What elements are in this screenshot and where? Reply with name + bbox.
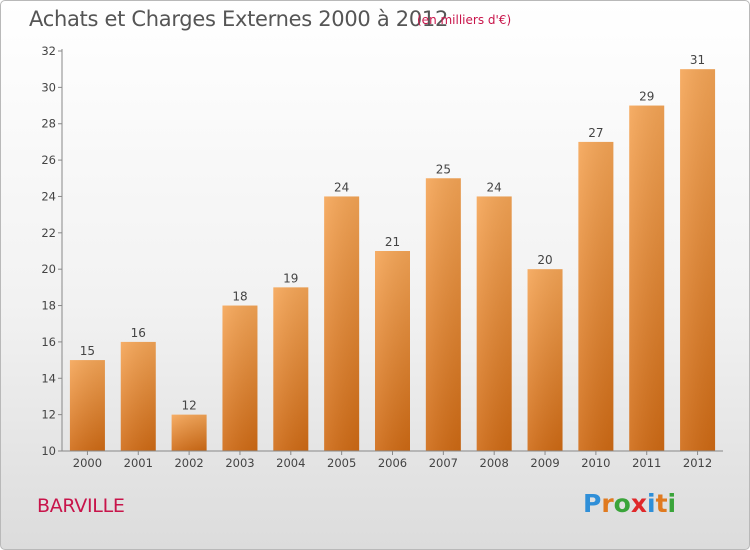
chart-subtitle: (en milliers d'€) (417, 13, 512, 27)
logo-letter: r (601, 489, 614, 518)
y-tick-label: 18 (41, 299, 56, 313)
x-tick-label: 2005 (327, 456, 356, 470)
location-label: BARVILLE (37, 495, 125, 517)
bar-value-label: 31 (690, 53, 705, 67)
logo-letter: P (583, 489, 602, 518)
bar-value-label: 29 (639, 90, 654, 104)
y-tick-label: 24 (41, 189, 56, 203)
bar-value-label: 27 (588, 126, 603, 140)
bar-shade (476, 196, 512, 451)
y-tick-label: 30 (41, 80, 56, 94)
logo-letter: t (655, 489, 668, 518)
x-tick-label: 2009 (530, 456, 559, 470)
x-tick-label: 2003 (225, 456, 254, 470)
bars-group: 15 16 12 18 19 24 21 25 24 20 27 29 31 (69, 53, 716, 452)
bar-value-label: 19 (283, 271, 298, 285)
bar-value-label: 21 (385, 235, 400, 249)
bar-shade (324, 196, 360, 451)
x-tick-label: 2006 (378, 456, 407, 470)
bar-shade (69, 360, 105, 451)
bar-value-label: 12 (181, 399, 196, 413)
bar-shade (375, 251, 410, 451)
x-tick-label: 2000 (73, 456, 102, 470)
logo-letter: i (647, 489, 656, 518)
x-tick-label: 2011 (632, 456, 661, 470)
bar-value-label: 25 (436, 162, 451, 176)
y-tick-label: 12 (41, 408, 56, 422)
y-tick-label: 32 (41, 44, 56, 58)
logo-letter: o (613, 489, 631, 518)
bar-shade (171, 414, 207, 451)
x-tick-label: 2007 (429, 456, 458, 470)
bar-shade (120, 341, 156, 451)
bar-value-label: 18 (232, 290, 247, 304)
bar-shade (222, 305, 258, 451)
x-tick-label: 2004 (276, 456, 305, 470)
y-tick-label: 20 (41, 262, 56, 276)
x-tick-label: 2010 (581, 456, 610, 470)
x-tick-label: 2002 (174, 456, 203, 470)
bar-shade (527, 269, 563, 451)
bar-value-label: 24 (487, 180, 502, 194)
bar-shade (425, 178, 461, 452)
logo-letter: x (630, 489, 647, 518)
bar-shade (629, 105, 665, 451)
y-tick-label: 10 (41, 444, 56, 458)
bar-shade (578, 141, 614, 451)
bar-shade (273, 287, 309, 451)
x-tick-label: 2008 (480, 456, 509, 470)
bar-shade (680, 69, 716, 451)
y-tick-label: 28 (41, 117, 56, 131)
bar-value-label: 16 (131, 326, 146, 340)
y-tick-label: 22 (41, 226, 56, 240)
bar-value-label: 15 (80, 344, 95, 358)
y-tick-label: 26 (41, 153, 56, 167)
proxiti-logo: Proxiti (583, 489, 676, 518)
axes-group: 10 12 14 16 18 20 22 24 26 28 30 32 2000 2001 2002 2003… (41, 44, 723, 470)
bar-value-label: 24 (334, 180, 349, 194)
x-tick-label: 2001 (124, 456, 153, 470)
x-tick-label: 2012 (683, 456, 712, 470)
y-tick-label: 16 (41, 335, 56, 349)
bar-value-label: 20 (537, 253, 552, 267)
chart-title: Achats et Charges Externes 2000 à 2012 (29, 7, 449, 31)
logo-letter: i (667, 489, 677, 518)
y-tick-label: 14 (41, 371, 56, 385)
